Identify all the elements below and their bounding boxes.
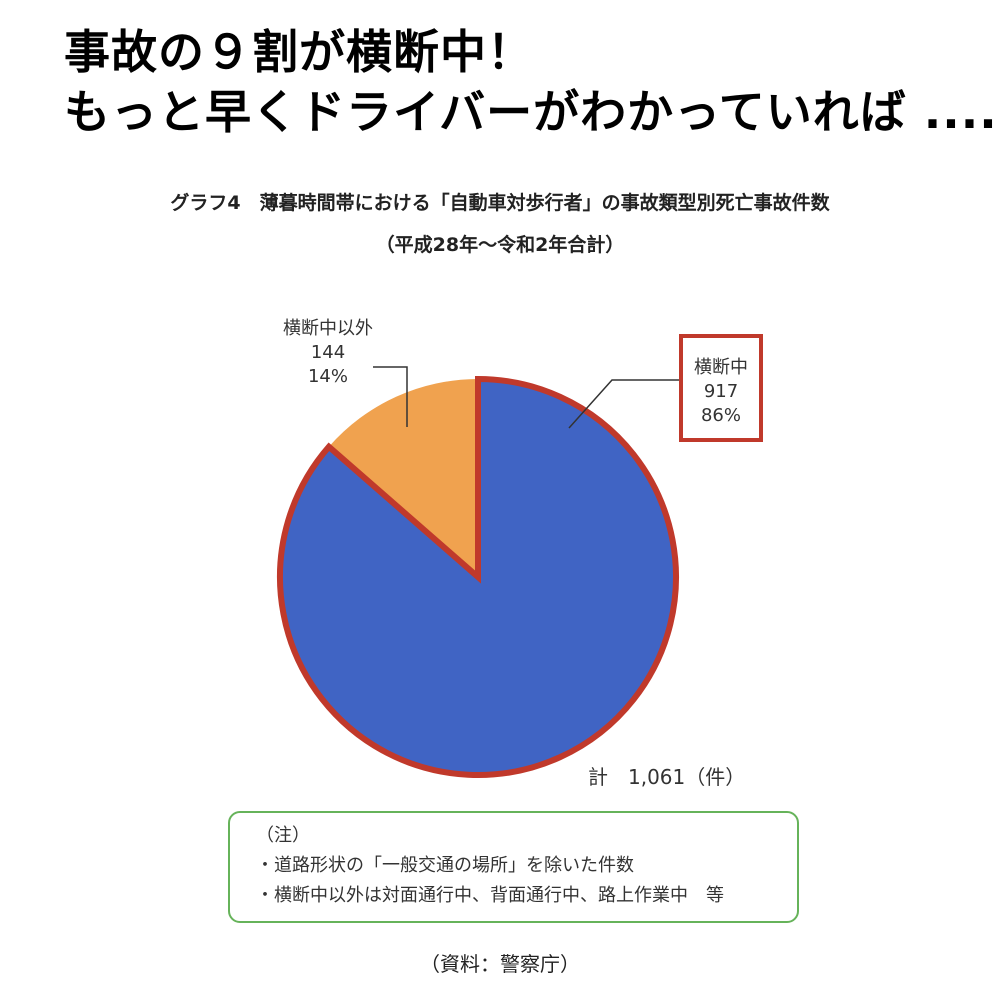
headline: 事故の９割が横断中！ もっと早くドライバーがわかっていれば .... (64, 22, 998, 142)
headline-line-2: もっと早くドライバーがわかっていれば .... (64, 85, 998, 139)
slice-label-name-other: 横断中以外 (283, 318, 373, 339)
slice-label-percent-crossing: 86% (701, 405, 741, 426)
note-item: ・横断中以外は対面通行中、背面通行中、路上作業中 等 (256, 885, 724, 906)
chart-title: グラフ4 薄暮時間帯における「自動車対歩行者」の事故類型別死亡事故件数 (170, 192, 830, 214)
slice-label-percent-other: 14% (308, 366, 348, 387)
slice-label-name-crossing: 横断中 (694, 357, 748, 378)
chart-subtitle: （平成28年～令和2年合計） (375, 234, 625, 256)
slice-label-value-crossing: 917 (704, 381, 738, 402)
pie-slice-crossing (277, 375, 679, 778)
slice-label-value-other: 144 (311, 342, 345, 363)
source-credit: （資料：警察庁） (420, 952, 580, 976)
leader-line-other (373, 366, 408, 427)
highlight-label-box (679, 334, 763, 442)
notes-box: （注） ・道路形状の「一般交通の場所」を除いた件数 ・横断中以外は対面通行中、背… (228, 811, 799, 923)
headline-line-1: 事故の９割が横断中！ (64, 25, 534, 79)
leader-lines (373, 366, 679, 429)
notes-heading: （注） (256, 825, 310, 846)
leader-line-crossing (568, 379, 679, 429)
note-item: ・道路形状の「一般交通の場所」を除いた件数 (256, 855, 634, 876)
total-label: 計 1,061（件） (588, 765, 745, 789)
pie-slices (277, 375, 679, 778)
pie-slice-other (328, 379, 478, 577)
